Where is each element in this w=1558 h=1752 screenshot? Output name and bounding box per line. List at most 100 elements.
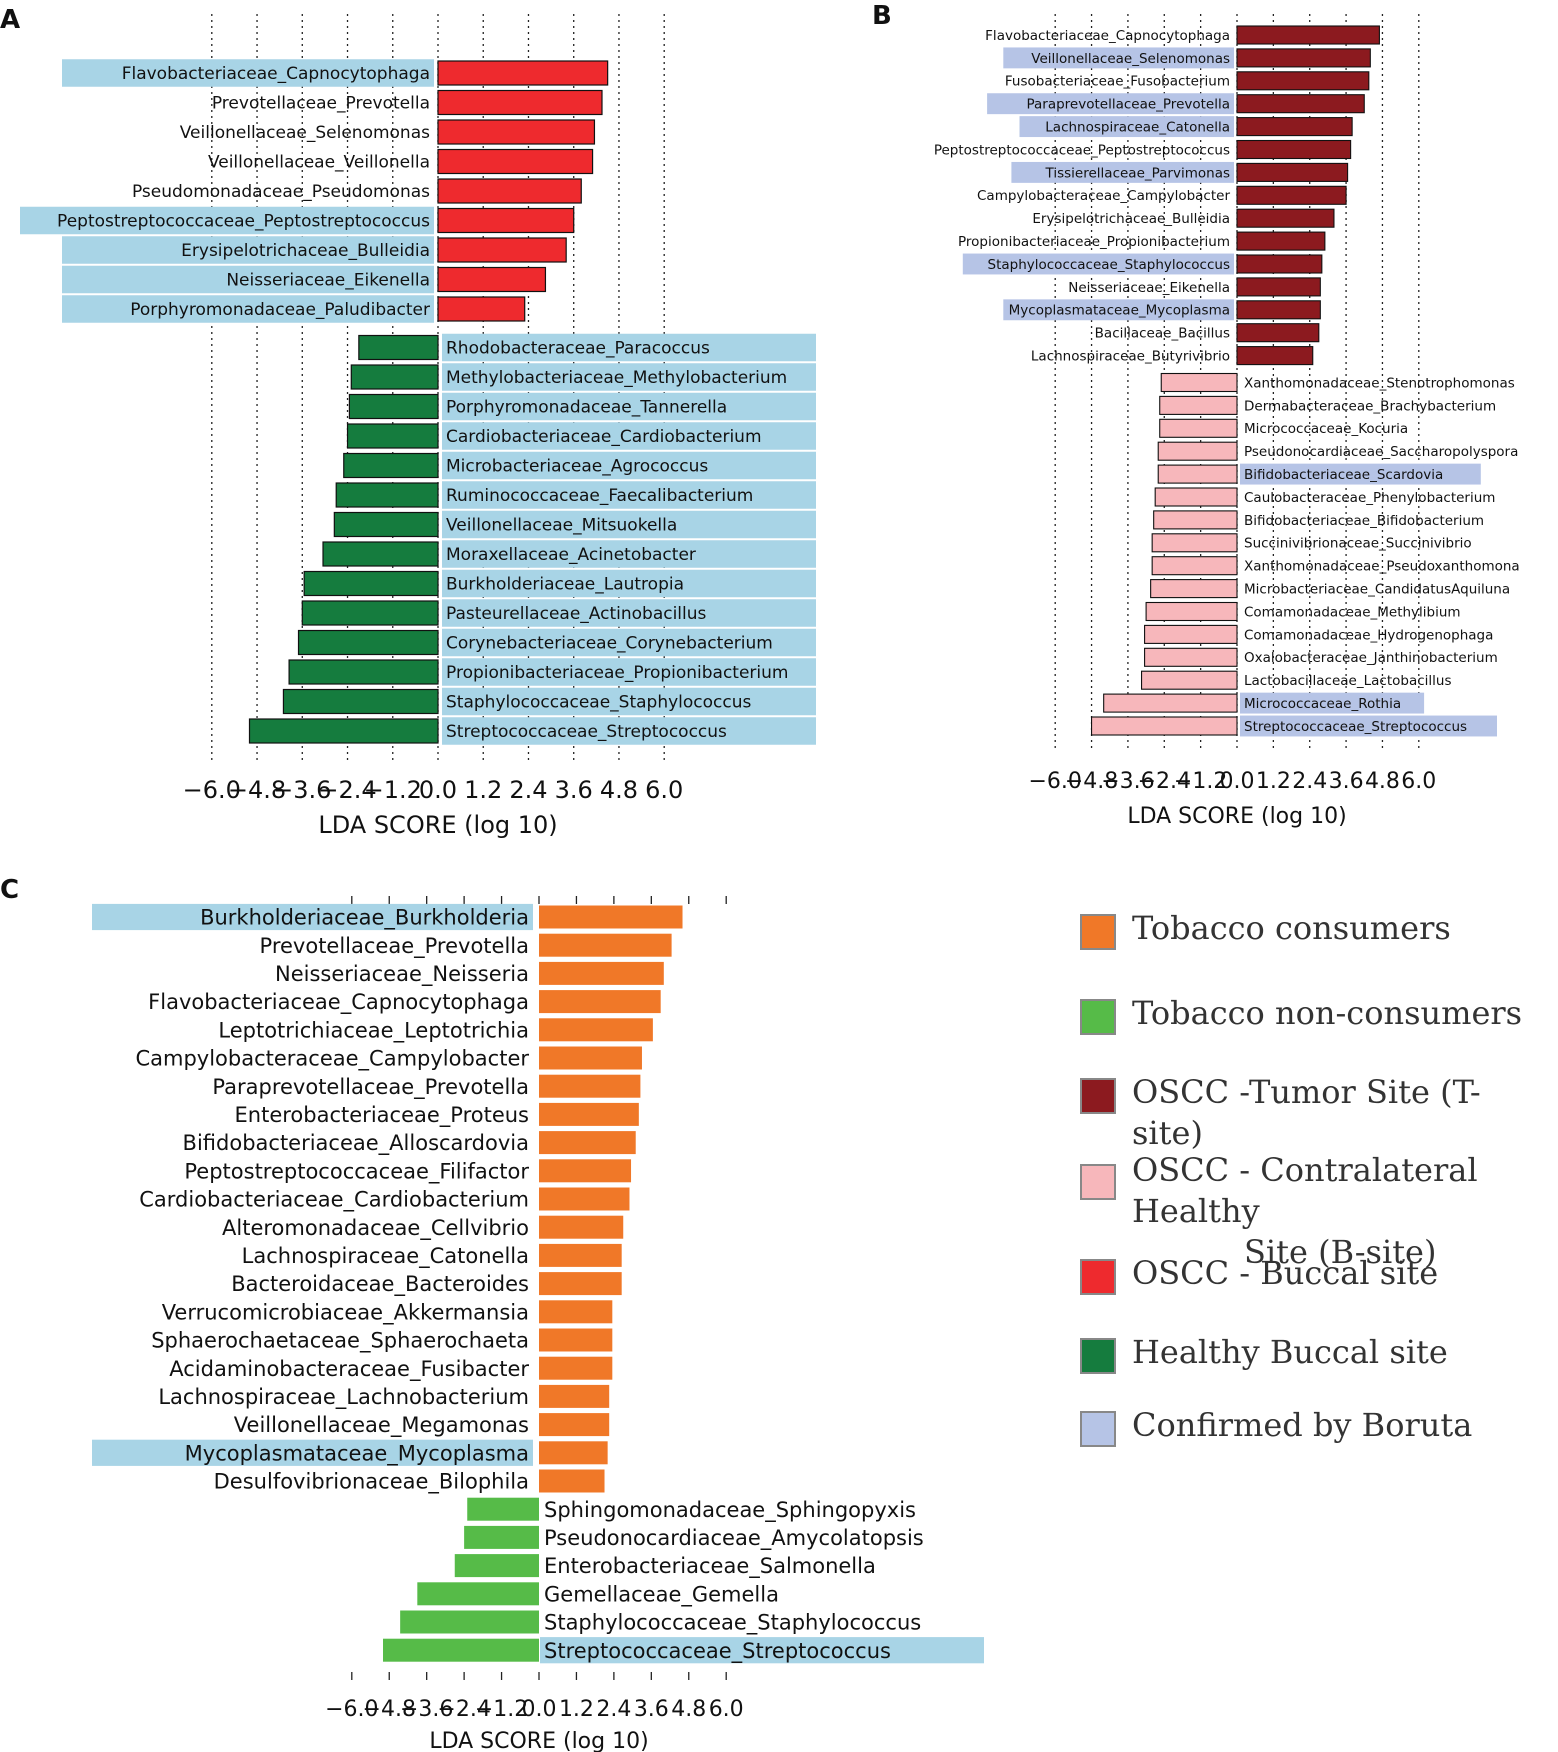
legend-item-boruta: Confirmed by Boruta: [1080, 1405, 1472, 1447]
bar-label: Peptostreptococcaceae_Peptostreptococcus: [934, 142, 1230, 158]
boruta-highlight: [1240, 715, 1497, 737]
bar-label: Propionibacteriaceae_Propionibacterium: [958, 234, 1230, 250]
bar: [348, 393, 439, 420]
panel-c-chart: Burkholderiaceae_Burkholderia Prevotellac…: [92, 896, 984, 1752]
bar-label: Neisseriaceae_Eikenella: [226, 271, 430, 291]
boruta-highlight: [442, 540, 816, 568]
bar-label: Pseudonocardiaceae_Amycolatopsis: [544, 1526, 924, 1551]
legend-swatch: [1080, 1411, 1116, 1447]
bar: [539, 1441, 608, 1465]
bar-label: Lachnospiraceae_Catonella: [1045, 119, 1230, 135]
boruta-highlight: [987, 93, 1234, 115]
bar: [358, 334, 439, 361]
bar-label: Cardiobacteriaceae_Cardiobacterium: [139, 1188, 529, 1213]
bar-label: Streptococcaceae_Streptococcus: [446, 722, 727, 742]
bar: [1236, 139, 1352, 160]
bar-label: Verrucomicrobiaceae_Akkermansia: [162, 1300, 529, 1325]
bar-label: Bifidobacteriaceae_Scardovia: [1244, 467, 1443, 483]
bar: [539, 1159, 632, 1183]
legend-swatch: [1080, 999, 1116, 1035]
bar: [383, 1638, 539, 1662]
bar-label: Cardiobacteriaceae_Cardiobacterium: [446, 427, 762, 447]
bar-label: Moraxellaceae_Acinetobacter: [446, 545, 696, 565]
legend-label-line-1: OSCC - Contralateral Healthy: [1132, 1151, 1478, 1230]
bar: [539, 1384, 610, 1408]
boruta-highlight: [1003, 47, 1234, 69]
bar: [539, 1131, 636, 1155]
boruta-highlight: [442, 451, 816, 480]
bar: [539, 905, 683, 929]
x-tick-label: −1.2: [364, 776, 422, 804]
bar: [1236, 346, 1314, 366]
bar: [1144, 647, 1238, 667]
bar: [437, 266, 547, 293]
boruta-highlight: [442, 392, 816, 421]
boruta-highlight: [1019, 116, 1234, 138]
bar: [539, 1356, 613, 1380]
panel-b-chart: Flavobacteriaceae_Capnocytophaga Veillone…: [934, 14, 1520, 829]
bar-label: Micrococcaceae_Rothia: [1244, 696, 1401, 712]
x-tick-label: 2.4: [596, 1697, 631, 1722]
bar-label: Streptococcaceae_Streptococcus: [544, 1639, 891, 1664]
bar: [1151, 556, 1238, 576]
legend-label: Tobacco non-consumers: [1132, 994, 1523, 1032]
bar: [1145, 601, 1238, 622]
bar-label: Neisseriaceae_Neisseria: [275, 962, 529, 987]
bar: [539, 990, 661, 1014]
bar-label: Rhodobacteraceae_Paracoccus: [446, 339, 710, 359]
bar: [539, 961, 664, 985]
bar-label: Bifidobacteriaceae_Bifidobacterium: [1244, 513, 1484, 529]
legend-label: OSCC -Tumor Site (T-site): [1132, 1073, 1481, 1152]
bar: [1153, 510, 1238, 530]
bar: [1150, 579, 1238, 599]
x-tick-label: 0.0: [419, 776, 457, 804]
boruta-highlight: [442, 569, 816, 598]
bar-label: Staphylococcaceae_Staphylococcus: [988, 257, 1231, 273]
x-tick-label: −4.8: [1065, 769, 1118, 794]
bar: [539, 1187, 630, 1211]
bar: [437, 207, 575, 234]
bar-label: Dermabacteraceae_Brachybacterium: [1244, 398, 1496, 414]
legend-swatch: [1080, 1164, 1116, 1200]
bar: [437, 89, 603, 116]
boruta-highlight: [540, 1637, 984, 1664]
boruta-highlight: [92, 1439, 533, 1466]
panel-label-a: A: [0, 5, 20, 35]
bar: [464, 1525, 539, 1549]
bar-label: Mycoplasmataceae_Mycoplasma: [185, 1441, 529, 1466]
bar-label: Micrococcaceae_Kocuria: [1244, 421, 1408, 437]
bar: [1236, 323, 1320, 343]
bar-label: Fusobacteriaceae_Fusobacterium: [1005, 74, 1230, 90]
bar-label: Mycoplasmataceae_Mycoplasma: [1009, 303, 1230, 319]
boruta-highlight: [442, 333, 816, 362]
bar-label: Bacillaceae_Bacillus: [1095, 326, 1230, 342]
x-tick-label: −3.6: [400, 1697, 453, 1722]
bar-label: Leptotrichiaceae_Leptotrichia: [218, 1018, 529, 1043]
bar: [1103, 693, 1238, 713]
bar: [1236, 48, 1371, 68]
bar-label: Erysipelotrichaceae_Bulleidia: [1032, 211, 1230, 227]
bar-label: Flavobacteriaceae_Capnocytophaga: [148, 990, 529, 1015]
bar: [1154, 487, 1238, 507]
boruta-highlight: [442, 717, 816, 745]
bar-label: Streptococcaceae_Streptococcus: [1244, 719, 1467, 735]
bar: [248, 718, 439, 744]
bar: [1236, 254, 1323, 274]
bar: [437, 178, 582, 204]
bar: [539, 1469, 605, 1493]
boruta-highlight: [1011, 161, 1234, 183]
x-tick-label: −4.8: [228, 776, 286, 804]
bar-label: Desulfovibrionaceae_Bilophila: [214, 1470, 529, 1495]
boruta-highlight: [442, 422, 816, 450]
x-tick-label: 3.6: [634, 1697, 669, 1722]
bar: [1157, 464, 1238, 484]
bar-label: Campylobacteraceae_Campylobacter: [135, 1047, 529, 1072]
legend-item-tobacco-consumers: Tobacco consumers: [1080, 908, 1451, 950]
legend-label: OSCC - Buccal site: [1132, 1254, 1439, 1292]
bar: [1236, 117, 1353, 137]
bar-label: Bifidobacteriaceae_Alloscardovia: [183, 1131, 529, 1156]
bar-label: Pseudomonadaceae_Pseudomonas: [132, 182, 430, 202]
legend-swatch: [1080, 1078, 1116, 1114]
bar-label: Campylobacteraceae_Campylobacter: [977, 188, 1230, 204]
